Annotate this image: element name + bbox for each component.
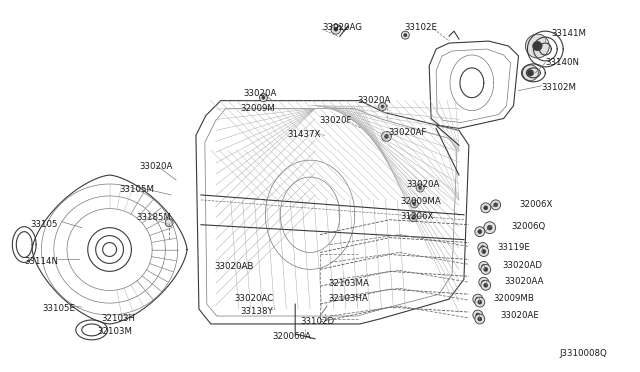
- Text: 33020AF: 33020AF: [388, 128, 427, 137]
- Text: 32103MA: 32103MA: [328, 279, 369, 288]
- Text: 33105M: 33105M: [120, 185, 154, 194]
- Circle shape: [484, 283, 488, 287]
- Text: 32009MB: 32009MB: [493, 294, 534, 303]
- Circle shape: [484, 222, 495, 234]
- Circle shape: [478, 243, 488, 253]
- Circle shape: [331, 24, 341, 34]
- Text: 33020A: 33020A: [406, 180, 440, 189]
- Circle shape: [482, 250, 486, 253]
- Text: 32006Q: 32006Q: [511, 222, 546, 231]
- Circle shape: [527, 70, 534, 76]
- Text: 32006X: 32006X: [520, 200, 553, 209]
- Circle shape: [479, 262, 489, 271]
- Circle shape: [493, 203, 498, 207]
- Text: 33020F: 33020F: [319, 116, 351, 125]
- Text: 33020AC: 33020AC: [235, 294, 274, 303]
- Text: 31306X: 31306X: [401, 212, 434, 221]
- Text: 33020AG: 33020AG: [322, 23, 362, 32]
- Circle shape: [476, 297, 480, 301]
- Circle shape: [410, 214, 417, 222]
- Text: 33140N: 33140N: [545, 58, 579, 67]
- Text: 33020AE: 33020AE: [500, 311, 540, 320]
- Circle shape: [482, 280, 486, 284]
- Text: 31437X: 31437X: [287, 131, 321, 140]
- Circle shape: [481, 203, 491, 213]
- Circle shape: [525, 34, 549, 58]
- Circle shape: [381, 131, 392, 141]
- Text: 32009M: 32009M: [241, 104, 275, 113]
- Circle shape: [476, 313, 480, 317]
- Circle shape: [401, 31, 410, 39]
- Text: 33141M: 33141M: [551, 29, 586, 38]
- Text: 33020AD: 33020AD: [502, 262, 543, 270]
- Text: 33102E: 33102E: [404, 23, 437, 32]
- Text: 33020A: 33020A: [244, 89, 277, 98]
- Circle shape: [481, 264, 491, 274]
- Text: 33138Y: 33138Y: [241, 307, 273, 316]
- Circle shape: [475, 314, 484, 324]
- Circle shape: [491, 200, 500, 210]
- Circle shape: [385, 134, 388, 138]
- Text: 33020A: 33020A: [140, 162, 173, 171]
- Circle shape: [473, 294, 483, 304]
- Circle shape: [484, 206, 488, 210]
- Circle shape: [479, 277, 489, 287]
- Text: 33114N: 33114N: [24, 257, 58, 266]
- Circle shape: [475, 227, 484, 237]
- Circle shape: [475, 297, 484, 307]
- Circle shape: [416, 184, 424, 192]
- Text: 33020A: 33020A: [358, 96, 391, 105]
- Circle shape: [334, 27, 338, 31]
- Circle shape: [481, 246, 484, 250]
- Text: 33102D: 33102D: [300, 317, 334, 326]
- Circle shape: [412, 216, 415, 219]
- Circle shape: [482, 264, 486, 268]
- Text: 33185M: 33185M: [136, 213, 172, 222]
- Text: 33119E: 33119E: [498, 243, 531, 251]
- Circle shape: [478, 300, 482, 304]
- Text: 33102M: 33102M: [541, 83, 577, 92]
- Circle shape: [165, 219, 173, 227]
- Text: 32009MA: 32009MA: [401, 197, 441, 206]
- Circle shape: [481, 280, 491, 290]
- Circle shape: [419, 186, 422, 190]
- Text: 33105: 33105: [30, 220, 58, 229]
- Circle shape: [473, 310, 483, 320]
- Circle shape: [413, 202, 416, 205]
- Text: J3310008Q: J3310008Q: [559, 349, 607, 358]
- Circle shape: [381, 105, 384, 108]
- Circle shape: [378, 103, 387, 110]
- Circle shape: [522, 65, 538, 81]
- Circle shape: [259, 94, 268, 102]
- Text: 32103HA: 32103HA: [328, 294, 368, 303]
- Circle shape: [487, 225, 492, 230]
- Circle shape: [532, 41, 542, 51]
- Text: 33105E: 33105E: [42, 304, 75, 313]
- Text: 33020AA: 33020AA: [504, 277, 544, 286]
- Circle shape: [410, 200, 419, 208]
- Circle shape: [404, 33, 407, 37]
- Text: 32103M: 32103M: [98, 327, 132, 336]
- Circle shape: [262, 96, 265, 99]
- Circle shape: [484, 267, 488, 271]
- Circle shape: [479, 247, 489, 256]
- Text: 32103H: 32103H: [102, 314, 136, 323]
- Text: 33020AB: 33020AB: [215, 262, 254, 272]
- Polygon shape: [206, 101, 459, 200]
- Circle shape: [478, 317, 482, 321]
- Text: 320060A: 320060A: [273, 332, 311, 341]
- Circle shape: [478, 230, 482, 234]
